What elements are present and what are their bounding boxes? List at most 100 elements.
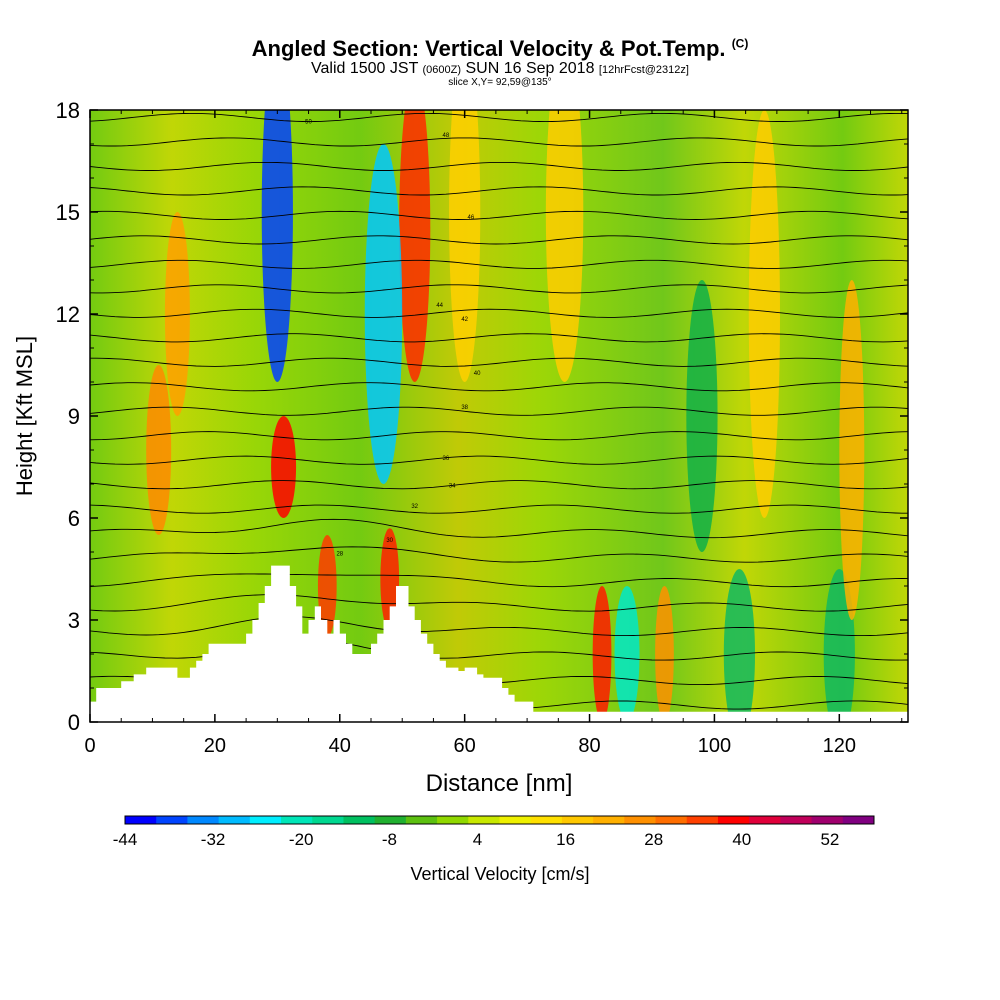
theta-contour: [90, 112, 908, 123]
colorbar-swatch: [125, 816, 157, 824]
theta-contour: [90, 406, 908, 416]
theta-label: 48: [443, 133, 450, 139]
colorbar-swatch: [281, 816, 313, 824]
theta-contour: [90, 186, 908, 196]
colorbar-tick-label: 40: [732, 830, 751, 849]
x-tick-label: 120: [823, 735, 856, 757]
y-tick-label: 12: [56, 302, 80, 327]
x-tick-label: 100: [698, 735, 731, 757]
velocity-plume: [839, 280, 865, 620]
x-axis: 0 20 40 60 80 100 120: [84, 110, 903, 757]
velocity-plume: [748, 110, 780, 518]
theta-contour: [90, 518, 908, 539]
theta-label: 46: [468, 215, 475, 221]
velocity-plume: [261, 110, 293, 382]
colorbar-tick-label: 28: [644, 830, 663, 849]
theta-label: 36: [443, 456, 450, 462]
theta-label: 30: [386, 538, 393, 544]
colorbar-swatch: [156, 816, 188, 824]
velocity-plume: [686, 280, 718, 552]
velocity-plume: [317, 535, 337, 637]
velocity-plume: [655, 586, 674, 722]
theta-contour: [90, 333, 908, 343]
colorbar-tick-label: 16: [556, 830, 575, 849]
x-tick-label: 20: [204, 735, 226, 757]
terrain-mask: [90, 565, 908, 722]
chart-title: Angled Section: Vertical Velocity & Pot.…: [251, 36, 749, 61]
y-tick-label: 0: [68, 710, 80, 735]
theta-contour: [90, 259, 908, 269]
colorbar-swatch: [593, 816, 625, 824]
theta-contour: [90, 308, 908, 318]
y-tick-label: 18: [56, 98, 80, 123]
theta-label: 44: [436, 303, 443, 309]
colorbar-tick-label: -8: [382, 830, 397, 849]
theta-contour: [90, 480, 908, 490]
theta-labels: 50 48 46 44 42 40 38 36 34 32 30 28: [305, 120, 481, 558]
x-tick-label: 40: [329, 735, 351, 757]
velocity-plume: [614, 586, 640, 722]
colorbar-swatch: [780, 816, 813, 824]
colorbar-swatch: [218, 816, 251, 824]
theta-contour: [90, 284, 908, 294]
theta-label: 40: [474, 371, 481, 377]
colorbar: -44 -32 -20 -8 4 16 28 40 52: [113, 815, 875, 849]
colorbar-swatch: [343, 816, 376, 824]
y-axis-label: Height [Kft MSL]: [12, 336, 37, 496]
velocity-plume: [723, 569, 756, 722]
colorbar-swatch: [312, 816, 344, 824]
colorbar-tick-label: 4: [473, 830, 482, 849]
colorbar-swatch: [717, 816, 750, 824]
chart-subtitle: Valid 1500 JST (0600Z) SUN 16 Sep 2018 […: [311, 60, 689, 77]
velocity-plume: [449, 110, 481, 382]
colorbar-swatch: [749, 816, 781, 824]
velocity-field: [90, 110, 908, 722]
x-tick-label: 60: [454, 735, 476, 757]
slice-label: slice X,Y= 92,59@135°: [448, 77, 552, 88]
colorbar-swatch: [499, 816, 532, 824]
colorbar-swatch: [811, 816, 844, 824]
theta-contour: [90, 137, 908, 147]
colorbar-swatch: [468, 816, 500, 824]
colorbar-swatch: [437, 816, 469, 824]
theta-label: 28: [336, 551, 343, 557]
y-tick-label: 15: [56, 200, 80, 225]
x-tick-label: 80: [578, 735, 600, 757]
y-axis: 0 36 9 12 15 18: [56, 98, 908, 735]
theta-contour: [90, 235, 908, 245]
colorbar-swatch: [187, 816, 220, 824]
x-axis-label: Distance [nm]: [426, 770, 573, 797]
colorbar-swatch: [686, 816, 719, 824]
colorbar-swatch: [655, 816, 688, 824]
colorbar-tick-label: 52: [820, 830, 839, 849]
velocity-plume: [592, 586, 612, 722]
colorbar-swatch: [624, 816, 657, 824]
theta-label: 34: [449, 483, 456, 489]
theta-contour: [90, 210, 908, 220]
theta-contour: [90, 573, 908, 588]
y-tick-label: 9: [68, 404, 80, 429]
colorbar-label: Vertical Velocity [cm/s]: [410, 864, 589, 884]
colorbar-swatch: [530, 816, 563, 824]
colorbar-swatch: [374, 816, 407, 824]
theta-contour: [90, 382, 908, 392]
theta-label: 50: [305, 120, 312, 126]
theta-label: 42: [461, 317, 468, 323]
colorbar-swatch: [842, 816, 875, 824]
velocity-plume: [399, 110, 431, 382]
theta-contour: [90, 504, 908, 514]
theta-contour: [90, 431, 908, 441]
theta-label: 32: [411, 504, 418, 510]
velocity-plume: [364, 144, 403, 484]
colorbar-swatch: [405, 816, 438, 824]
colorbar-frame: [124, 815, 875, 825]
theta-contours: [90, 112, 908, 710]
theta-contour: [90, 546, 908, 563]
y-tick-label: 3: [68, 608, 80, 633]
theta-label: 38: [461, 405, 468, 411]
colorbar-swatch: [249, 816, 282, 824]
colorbar-tick-label: -44: [113, 830, 138, 849]
colorbar-tick-label: -32: [201, 830, 226, 849]
x-tick-label: 0: [84, 735, 95, 757]
